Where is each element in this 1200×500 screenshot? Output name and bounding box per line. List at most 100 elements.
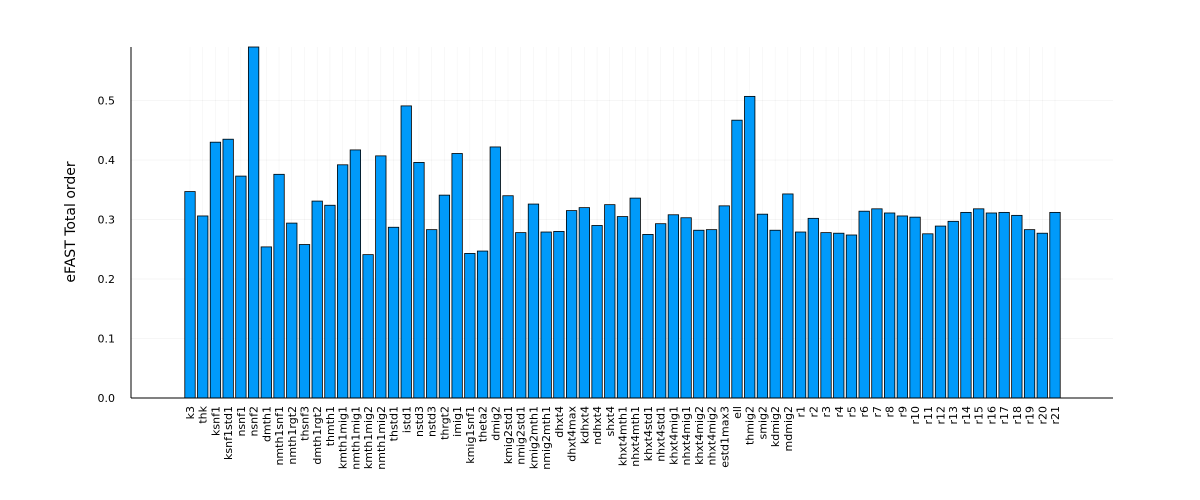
x-tick-label: khxt4mig1 <box>667 406 680 465</box>
x-tick-label: kmig2std1 <box>502 406 515 464</box>
x-tick-label: r1 <box>795 406 808 418</box>
bar <box>349 149 361 399</box>
y-axis-label: eFAST Total order <box>63 161 79 283</box>
x-tick-label: nhxt4mth1 <box>629 406 642 467</box>
x-tick-label: dmth1 <box>260 406 273 442</box>
bar <box>947 220 959 399</box>
bar <box>718 205 730 399</box>
x-tick-label: nsnf1 <box>235 406 248 437</box>
bar <box>464 253 476 399</box>
x-tick-label: r10 <box>909 406 922 425</box>
y-tick-label: 0.0 <box>98 392 116 405</box>
x-tick-label: thmig2 <box>744 406 757 445</box>
x-tick-labels: k3 thk ksnf1 ksnf1std1 nsnf1 nsnf2 dmth1 nmth1s… <box>184 405 1062 469</box>
x-tick-label: thmth1 <box>324 406 337 446</box>
bar <box>247 46 260 399</box>
bar <box>298 244 311 399</box>
y-tick-label: 0.4 <box>98 154 116 167</box>
bar <box>680 217 692 399</box>
x-tick-label: nstd3 <box>426 406 439 437</box>
x-tick-label: dmth1rgt2 <box>311 406 324 465</box>
axes <box>130 47 1113 399</box>
bar <box>985 212 998 399</box>
bar <box>756 213 769 399</box>
bar <box>769 229 781 399</box>
bar <box>782 193 794 399</box>
x-tick-label: imig1 <box>451 406 464 437</box>
bar <box>820 232 832 399</box>
x-tick-label: nmig2mth1 <box>540 406 553 470</box>
x-tick-label: nstd3 <box>413 406 426 437</box>
bar <box>451 153 463 399</box>
y-tick-label: 0.2 <box>98 273 116 286</box>
x-tick-label: r11 <box>922 406 935 425</box>
x-tick-label: shxt4 <box>604 406 617 437</box>
bar <box>311 200 323 399</box>
bar <box>337 164 349 399</box>
x-tick-label: r8 <box>884 406 897 418</box>
x-tick-label: r21 <box>1049 406 1062 425</box>
bar <box>629 197 641 399</box>
x-tick-label: nmth1mig1 <box>349 406 362 470</box>
bar <box>1049 211 1061 399</box>
bar <box>642 233 654 399</box>
x-tick-label: nmth1mig2 <box>375 406 388 470</box>
x-tick-label: nhxt4mig2 <box>706 406 719 466</box>
x-tick-label: r14 <box>960 406 973 425</box>
x-tick-label: smig2 <box>756 406 769 439</box>
bar <box>845 234 858 399</box>
bar <box>1011 214 1023 399</box>
bar <box>655 223 667 399</box>
bar <box>286 222 298 399</box>
x-tick-label: r18 <box>1011 406 1024 425</box>
bar <box>616 216 629 399</box>
x-tick-label: ksnf1 <box>209 406 222 436</box>
bar <box>324 204 336 399</box>
bar <box>833 232 845 399</box>
y-tick-labels: 0.0 0.1 0.2 0.3 0.4 0.5 <box>98 95 116 405</box>
x-tick-label: theta2 <box>477 406 490 442</box>
y-tick-label: 0.1 <box>98 333 116 346</box>
bar <box>731 119 743 399</box>
x-tick-label: r13 <box>947 406 960 425</box>
bar <box>184 191 196 399</box>
bar <box>197 215 209 399</box>
x-tick-label: r6 <box>858 406 871 418</box>
x-tick-label: khxt4mth1 <box>617 406 630 466</box>
x-tick-label: nhxt4mig1 <box>680 406 693 466</box>
x-tick-label: kdhxt4 <box>578 406 591 444</box>
x-tick-label: dmig2 <box>489 406 502 441</box>
x-tick-label: thrgt2 <box>438 406 451 440</box>
bar <box>222 138 234 399</box>
bar <box>858 210 870 399</box>
x-tick-label: kmig1snf1 <box>464 406 477 464</box>
bar <box>591 225 603 399</box>
x-tick-label: khxt4mig2 <box>693 406 706 465</box>
x-tick-label: thk <box>197 405 210 423</box>
x-tick-label: r5 <box>845 406 858 418</box>
y-tick-label: 0.3 <box>98 214 116 227</box>
x-tick-label: r16 <box>985 406 998 425</box>
x-tick-label: mdmig2 <box>782 406 795 451</box>
bar <box>413 162 425 399</box>
bar <box>540 231 552 399</box>
x-tick-label: dhxt4 <box>553 406 566 438</box>
bar <box>426 229 438 399</box>
x-tick-label: r4 <box>833 406 846 418</box>
x-tick-label: r3 <box>820 406 833 418</box>
x-tick-label: r2 <box>807 406 820 418</box>
bar <box>705 229 718 399</box>
x-tick-label: ndhxt4 <box>591 406 604 445</box>
x-tick-label: khxt4std1 <box>642 406 655 461</box>
bar <box>604 204 616 399</box>
bar <box>387 226 400 399</box>
bar <box>998 211 1010 399</box>
bar <box>273 173 285 399</box>
bar <box>1036 232 1048 399</box>
y-tick-label: 0.5 <box>98 95 116 108</box>
x-tick-label: nmth1snf1 <box>273 406 286 466</box>
x-tick-label: kmth1mig1 <box>337 406 350 469</box>
bar <box>973 208 985 399</box>
x-tick-label: thstd1 <box>388 406 401 441</box>
x-tick-label: r12 <box>935 406 948 425</box>
